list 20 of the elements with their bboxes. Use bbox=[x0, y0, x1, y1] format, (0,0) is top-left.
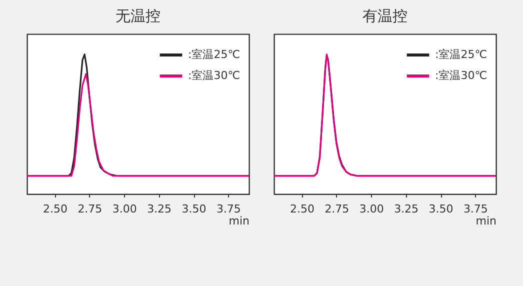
x-tick-label: 3.00 bbox=[359, 202, 384, 216]
x-tick-label: 3.25 bbox=[147, 202, 172, 216]
x-tick-label: 3.00 bbox=[112, 202, 137, 216]
x-tick-label: 3.75 bbox=[463, 202, 488, 216]
x-tick-label: 3.25 bbox=[394, 202, 419, 216]
x-tick-label: 3.50 bbox=[182, 202, 206, 216]
legend-label: :室温30℃ bbox=[435, 69, 488, 82]
chart-title: 无温控 bbox=[116, 7, 160, 25]
x-tick-label: 3.75 bbox=[216, 202, 241, 216]
x-tick-label: 2.50 bbox=[43, 202, 68, 216]
x-axis-title: min bbox=[476, 214, 497, 228]
legend-label: :室温30℃ bbox=[188, 69, 240, 82]
x-tick-label: 2.75 bbox=[324, 202, 350, 216]
legend-label: :室温25℃ bbox=[435, 48, 488, 61]
legend-label: :室温25℃ bbox=[188, 48, 240, 61]
x-tick-label: 2.75 bbox=[78, 202, 102, 216]
chart-title: 有温控 bbox=[362, 7, 408, 25]
x-axis-title: min bbox=[228, 214, 250, 228]
x-tick-label: 3.50 bbox=[428, 202, 454, 216]
x-tick-label: 2.50 bbox=[290, 202, 314, 216]
